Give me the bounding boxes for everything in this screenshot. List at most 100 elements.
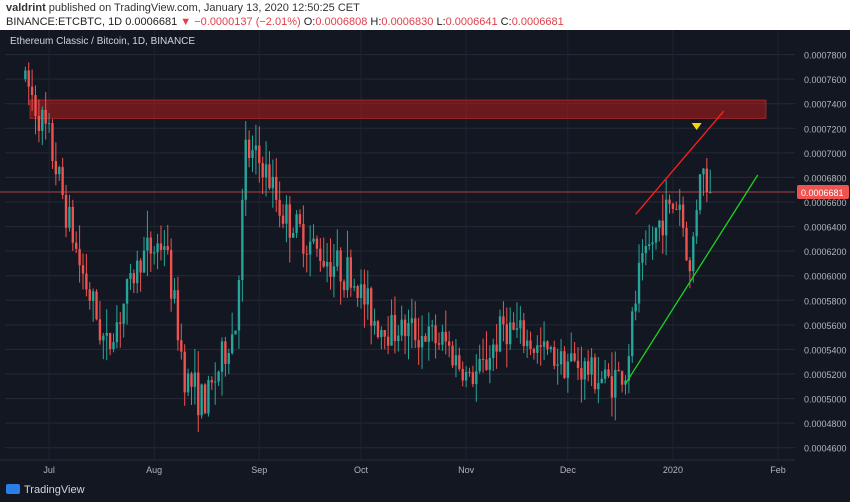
- candle[interactable]: [495, 324, 498, 369]
- candle[interactable]: [281, 204, 285, 229]
- candle[interactable]: [159, 225, 163, 261]
- candle[interactable]: [570, 332, 573, 362]
- candle[interactable]: [336, 229, 339, 272]
- candle[interactable]: [288, 196, 291, 263]
- candle[interactable]: [698, 174, 702, 215]
- candle[interactable]: [386, 316, 390, 355]
- candle[interactable]: [536, 335, 539, 364]
- candle[interactable]: [268, 151, 271, 190]
- candle[interactable]: [122, 303, 125, 338]
- candle[interactable]: [590, 348, 593, 387]
- candle[interactable]: [193, 348, 197, 405]
- candle[interactable]: [180, 323, 183, 360]
- candle[interactable]: [553, 340, 556, 370]
- candle[interactable]: [692, 232, 695, 283]
- candle[interactable]: [583, 357, 586, 400]
- candle[interactable]: [390, 299, 393, 346]
- candle[interactable]: [302, 205, 305, 268]
- candle[interactable]: [217, 370, 220, 387]
- candle[interactable]: [475, 354, 478, 402]
- candle[interactable]: [339, 247, 342, 305]
- candle[interactable]: [139, 258, 142, 292]
- candle[interactable]: [305, 245, 308, 273]
- candle[interactable]: [329, 238, 332, 290]
- candle[interactable]: [173, 278, 176, 304]
- candle[interactable]: [597, 357, 600, 404]
- candle[interactable]: [651, 226, 654, 260]
- candle[interactable]: [451, 341, 454, 369]
- candle[interactable]: [542, 321, 546, 361]
- candle[interactable]: [580, 346, 583, 403]
- candle[interactable]: [234, 330, 237, 335]
- candle[interactable]: [261, 156, 264, 195]
- candle[interactable]: [634, 290, 637, 321]
- candle[interactable]: [549, 345, 553, 353]
- candle[interactable]: [356, 284, 359, 307]
- candle[interactable]: [441, 324, 444, 351]
- candle[interactable]: [502, 301, 505, 342]
- candle[interactable]: [197, 351, 200, 433]
- candle[interactable]: [125, 278, 129, 325]
- candle[interactable]: [166, 224, 169, 255]
- candle[interactable]: [559, 338, 563, 375]
- candle[interactable]: [332, 243, 336, 298]
- candle[interactable]: [230, 312, 234, 355]
- candle[interactable]: [78, 225, 81, 283]
- candle[interactable]: [393, 296, 397, 354]
- candle[interactable]: [108, 332, 112, 356]
- candle[interactable]: [285, 195, 288, 243]
- candle[interactable]: [525, 329, 529, 358]
- candle[interactable]: [91, 288, 95, 322]
- candle[interactable]: [485, 331, 488, 371]
- candle[interactable]: [593, 353, 597, 394]
- candle[interactable]: [424, 333, 427, 343]
- candle[interactable]: [529, 331, 532, 356]
- candle[interactable]: [312, 224, 315, 245]
- candle[interactable]: [264, 141, 268, 197]
- candle[interactable]: [105, 309, 108, 361]
- candle[interactable]: [464, 365, 468, 388]
- candle[interactable]: [522, 312, 525, 354]
- publisher-name[interactable]: valdrint: [6, 2, 46, 14]
- candle[interactable]: [675, 201, 678, 211]
- candle[interactable]: [132, 269, 136, 294]
- candle[interactable]: [515, 302, 519, 339]
- candle[interactable]: [468, 367, 471, 377]
- candle[interactable]: [681, 196, 685, 237]
- candle[interactable]: [129, 263, 132, 290]
- price-chart[interactable]: 0.0006681 0.0007800 0.0007600 0.0007400 0.0…: [0, 30, 850, 480]
- candle[interactable]: [366, 270, 369, 320]
- candle[interactable]: [458, 347, 461, 372]
- candle[interactable]: [37, 99, 41, 143]
- candle[interactable]: [705, 158, 709, 203]
- candle[interactable]: [292, 227, 295, 238]
- candle[interactable]: [251, 135, 254, 172]
- candle[interactable]: [349, 249, 353, 297]
- candle[interactable]: [519, 306, 522, 344]
- candle[interactable]: [658, 219, 661, 242]
- candle[interactable]: [661, 194, 664, 254]
- candle[interactable]: [488, 345, 492, 384]
- candle[interactable]: [600, 371, 603, 384]
- candle[interactable]: [27, 62, 30, 106]
- candle[interactable]: [695, 199, 698, 244]
- candle[interactable]: [444, 310, 447, 355]
- candle[interactable]: [586, 350, 590, 382]
- candle[interactable]: [214, 362, 217, 405]
- candle[interactable]: [471, 365, 475, 388]
- candle[interactable]: [505, 307, 508, 368]
- candle[interactable]: [546, 340, 549, 355]
- candle[interactable]: [44, 92, 47, 140]
- candle[interactable]: [566, 353, 570, 393]
- candle[interactable]: [298, 209, 302, 228]
- candle[interactable]: [641, 239, 644, 281]
- candle[interactable]: [186, 368, 190, 397]
- candle[interactable]: [119, 312, 122, 348]
- candle[interactable]: [447, 331, 451, 358]
- candle[interactable]: [146, 210, 149, 277]
- candle[interactable]: [308, 225, 312, 277]
- candle[interactable]: [315, 235, 319, 257]
- candle[interactable]: [434, 314, 437, 359]
- candle[interactable]: [576, 347, 580, 380]
- candle[interactable]: [247, 130, 251, 168]
